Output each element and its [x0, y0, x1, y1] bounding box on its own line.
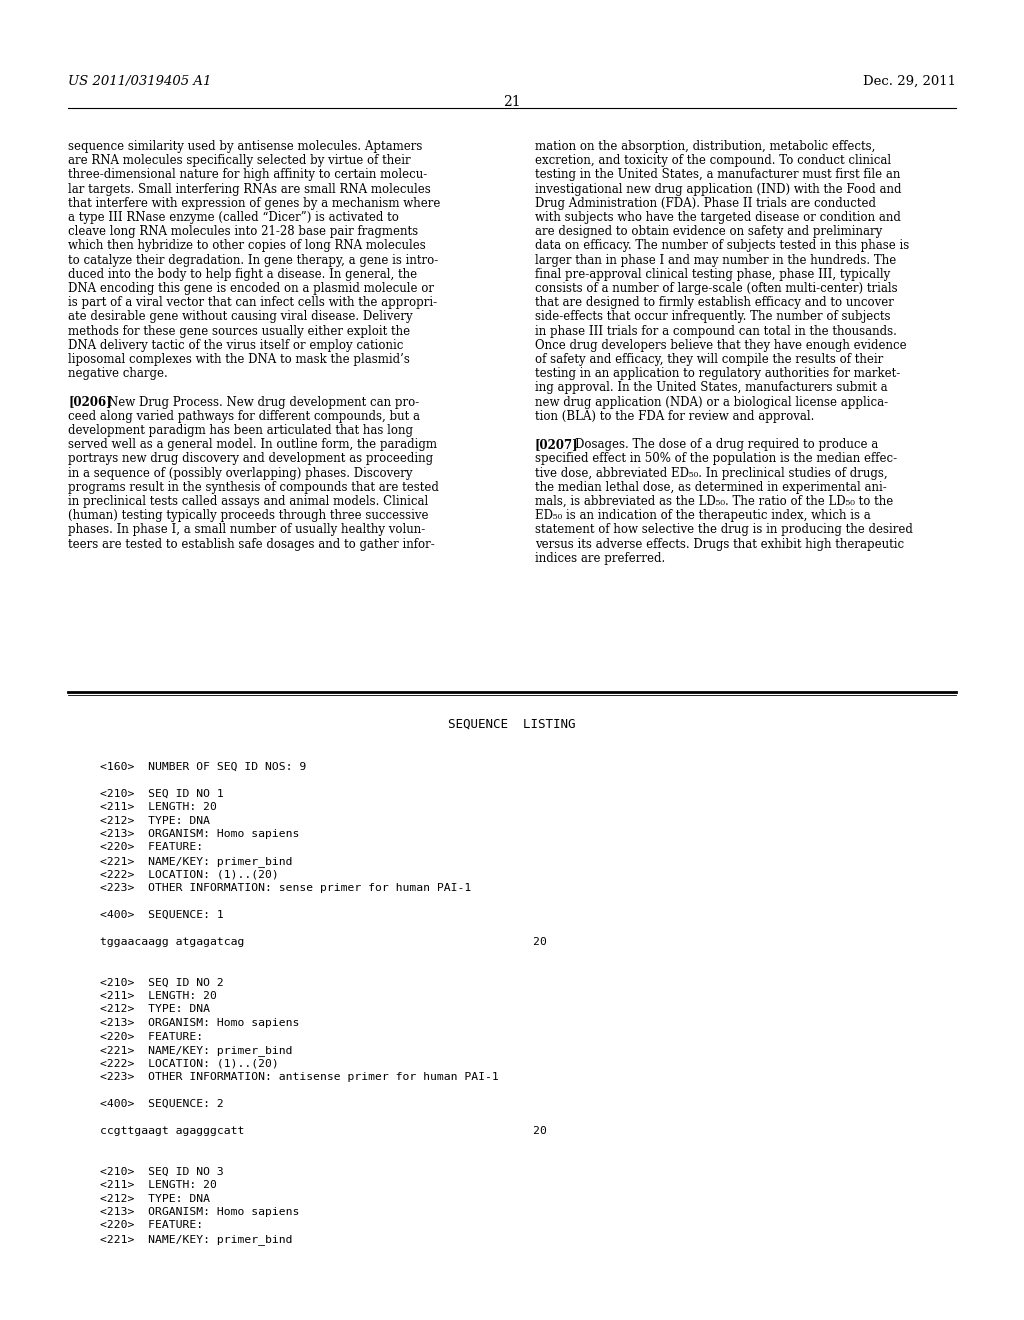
Text: <222>  LOCATION: (1)..(20): <222> LOCATION: (1)..(20): [100, 870, 279, 879]
Text: <220>  FEATURE:: <220> FEATURE:: [100, 1221, 203, 1230]
Text: consists of a number of large-scale (often multi-center) trials: consists of a number of large-scale (oft…: [535, 282, 898, 294]
Text: mals, is abbreviated as the LD₅₀. The ratio of the LD₅₀ to the: mals, is abbreviated as the LD₅₀. The ra…: [535, 495, 893, 508]
Text: <210>  SEQ ID NO 3: <210> SEQ ID NO 3: [100, 1167, 224, 1176]
Text: <213>  ORGANISM: Homo sapiens: <213> ORGANISM: Homo sapiens: [100, 829, 299, 840]
Text: <211>  LENGTH: 20: <211> LENGTH: 20: [100, 991, 217, 1001]
Text: Dec. 29, 2011: Dec. 29, 2011: [863, 75, 956, 88]
Text: that interfere with expression of genes by a mechanism where: that interfere with expression of genes …: [68, 197, 440, 210]
Text: <212>  TYPE: DNA: <212> TYPE: DNA: [100, 1005, 210, 1015]
Text: Dosages. The dose of a drug required to produce a: Dosages. The dose of a drug required to …: [560, 438, 879, 451]
Text: indices are preferred.: indices are preferred.: [535, 552, 666, 565]
Text: <222>  LOCATION: (1)..(20): <222> LOCATION: (1)..(20): [100, 1059, 279, 1068]
Text: <210>  SEQ ID NO 1: <210> SEQ ID NO 1: [100, 788, 224, 799]
Text: versus its adverse effects. Drugs that exhibit high therapeutic: versus its adverse effects. Drugs that e…: [535, 537, 904, 550]
Text: sequence similarity used by antisense molecules. Aptamers: sequence similarity used by antisense mo…: [68, 140, 422, 153]
Text: of safety and efficacy, they will compile the results of their: of safety and efficacy, they will compil…: [535, 352, 884, 366]
Text: programs result in the synthesis of compounds that are tested: programs result in the synthesis of comp…: [68, 480, 439, 494]
Text: phases. In phase I, a small number of usually healthy volun-: phases. In phase I, a small number of us…: [68, 524, 425, 536]
Text: DNA delivery tactic of the virus itself or employ cationic: DNA delivery tactic of the virus itself …: [68, 339, 403, 352]
Text: lar targets. Small interfering RNAs are small RNA molecules: lar targets. Small interfering RNAs are …: [68, 182, 431, 195]
Text: <220>  FEATURE:: <220> FEATURE:: [100, 1031, 203, 1041]
Text: larger than in phase I and may number in the hundreds. The: larger than in phase I and may number in…: [535, 253, 896, 267]
Text: development paradigm has been articulated that has long: development paradigm has been articulate…: [68, 424, 413, 437]
Text: final pre-approval clinical testing phase, phase III, typically: final pre-approval clinical testing phas…: [535, 268, 890, 281]
Text: US 2011/0319405 A1: US 2011/0319405 A1: [68, 75, 211, 88]
Text: is part of a viral vector that can infect cells with the appropri-: is part of a viral vector that can infec…: [68, 296, 437, 309]
Text: <211>  LENGTH: 20: <211> LENGTH: 20: [100, 1180, 217, 1191]
Text: to catalyze their degradation. In gene therapy, a gene is intro-: to catalyze their degradation. In gene t…: [68, 253, 438, 267]
Text: testing in the United States, a manufacturer must first file an: testing in the United States, a manufact…: [535, 169, 900, 181]
Text: <213>  ORGANISM: Homo sapiens: <213> ORGANISM: Homo sapiens: [100, 1206, 299, 1217]
Text: teers are tested to establish safe dosages and to gather infor-: teers are tested to establish safe dosag…: [68, 537, 435, 550]
Text: <400>  SEQUENCE: 1: <400> SEQUENCE: 1: [100, 909, 224, 920]
Text: <223>  OTHER INFORMATION: sense primer for human PAI-1: <223> OTHER INFORMATION: sense primer fo…: [100, 883, 471, 894]
Text: tive dose, abbreviated ED₅₀. In preclinical studies of drugs,: tive dose, abbreviated ED₅₀. In preclini…: [535, 466, 888, 479]
Text: <212>  TYPE: DNA: <212> TYPE: DNA: [100, 1193, 210, 1204]
Text: <221>  NAME/KEY: primer_bind: <221> NAME/KEY: primer_bind: [100, 855, 293, 867]
Text: investigational new drug application (IND) with the Food and: investigational new drug application (IN…: [535, 182, 901, 195]
Text: liposomal complexes with the DNA to mask the plasmid’s: liposomal complexes with the DNA to mask…: [68, 352, 410, 366]
Text: which then hybridize to other copies of long RNA molecules: which then hybridize to other copies of …: [68, 239, 426, 252]
Text: <400>  SEQUENCE: 2: <400> SEQUENCE: 2: [100, 1100, 224, 1109]
Text: <221>  NAME/KEY: primer_bind: <221> NAME/KEY: primer_bind: [100, 1234, 293, 1245]
Text: three-dimensional nature for high affinity to certain molecu-: three-dimensional nature for high affini…: [68, 169, 427, 181]
Text: ate desirable gene without causing viral disease. Delivery: ate desirable gene without causing viral…: [68, 310, 413, 323]
Text: in preclinical tests called assays and animal models. Clinical: in preclinical tests called assays and a…: [68, 495, 428, 508]
Text: new drug application (NDA) or a biological license applica-: new drug application (NDA) or a biologic…: [535, 396, 888, 409]
Text: are designed to obtain evidence on safety and preliminary: are designed to obtain evidence on safet…: [535, 226, 883, 238]
Text: ED₅₀ is an indication of the therapeutic index, which is a: ED₅₀ is an indication of the therapeutic…: [535, 510, 870, 523]
Text: are RNA molecules specifically selected by virtue of their: are RNA molecules specifically selected …: [68, 154, 411, 168]
Text: cleave long RNA molecules into 21-28 base pair fragments: cleave long RNA molecules into 21-28 bas…: [68, 226, 418, 238]
Text: data on efficacy. The number of subjects tested in this phase is: data on efficacy. The number of subjects…: [535, 239, 909, 252]
Text: tggaacaagg atgagatcag                                          20: tggaacaagg atgagatcag 20: [100, 937, 547, 946]
Text: in phase III trials for a compound can total in the thousands.: in phase III trials for a compound can t…: [535, 325, 897, 338]
Text: statement of how selective the drug is in producing the desired: statement of how selective the drug is i…: [535, 524, 912, 536]
Text: mation on the absorption, distribution, metabolic effects,: mation on the absorption, distribution, …: [535, 140, 876, 153]
Text: 21: 21: [503, 95, 521, 110]
Text: <213>  ORGANISM: Homo sapiens: <213> ORGANISM: Homo sapiens: [100, 1018, 299, 1028]
Text: <210>  SEQ ID NO 2: <210> SEQ ID NO 2: [100, 978, 224, 987]
Text: methods for these gene sources usually either exploit the: methods for these gene sources usually e…: [68, 325, 411, 338]
Text: <220>  FEATURE:: <220> FEATURE:: [100, 842, 203, 853]
Text: served well as a general model. In outline form, the paradigm: served well as a general model. In outli…: [68, 438, 437, 451]
Text: ccgttgaagt agagggcatt                                          20: ccgttgaagt agagggcatt 20: [100, 1126, 547, 1137]
Text: ceed along varied pathways for different compounds, but a: ceed along varied pathways for different…: [68, 409, 420, 422]
Text: in a sequence of (possibly overlapping) phases. Discovery: in a sequence of (possibly overlapping) …: [68, 466, 413, 479]
Text: the median lethal dose, as determined in experimental ani-: the median lethal dose, as determined in…: [535, 480, 887, 494]
Text: duced into the body to help fight a disease. In general, the: duced into the body to help fight a dise…: [68, 268, 417, 281]
Text: tion (BLA) to the FDA for review and approval.: tion (BLA) to the FDA for review and app…: [535, 409, 814, 422]
Text: [0206]: [0206]: [68, 396, 112, 409]
Text: <211>  LENGTH: 20: <211> LENGTH: 20: [100, 803, 217, 812]
Text: side-effects that occur infrequently. The number of subjects: side-effects that occur infrequently. Th…: [535, 310, 891, 323]
Text: Drug Administration (FDA). Phase II trials are conducted: Drug Administration (FDA). Phase II tria…: [535, 197, 876, 210]
Text: negative charge.: negative charge.: [68, 367, 168, 380]
Text: portrays new drug discovery and development as proceeding: portrays new drug discovery and developm…: [68, 453, 433, 466]
Text: that are designed to firmly establish efficacy and to uncover: that are designed to firmly establish ef…: [535, 296, 894, 309]
Text: ing approval. In the United States, manufacturers submit a: ing approval. In the United States, manu…: [535, 381, 888, 395]
Text: a type III RNase enzyme (called “Dicer”) is activated to: a type III RNase enzyme (called “Dicer”)…: [68, 211, 399, 224]
Text: excretion, and toxicity of the compound. To conduct clinical: excretion, and toxicity of the compound.…: [535, 154, 891, 168]
Text: <212>  TYPE: DNA: <212> TYPE: DNA: [100, 816, 210, 825]
Text: DNA encoding this gene is encoded on a plasmid molecule or: DNA encoding this gene is encoded on a p…: [68, 282, 434, 294]
Text: Once drug developers believe that they have enough evidence: Once drug developers believe that they h…: [535, 339, 906, 352]
Text: testing in an application to regulatory authorities for market-: testing in an application to regulatory …: [535, 367, 900, 380]
Text: (human) testing typically proceeds through three successive: (human) testing typically proceeds throu…: [68, 510, 428, 523]
Text: <160>  NUMBER OF SEQ ID NOS: 9: <160> NUMBER OF SEQ ID NOS: 9: [100, 762, 306, 771]
Text: <223>  OTHER INFORMATION: antisense primer for human PAI-1: <223> OTHER INFORMATION: antisense prime…: [100, 1072, 499, 1082]
Text: [0207]: [0207]: [535, 438, 579, 451]
Text: New Drug Process. New drug development can pro-: New Drug Process. New drug development c…: [93, 396, 420, 409]
Text: with subjects who have the targeted disease or condition and: with subjects who have the targeted dise…: [535, 211, 901, 224]
Text: specified effect in 50% of the population is the median effec-: specified effect in 50% of the populatio…: [535, 453, 897, 466]
Text: SEQUENCE  LISTING: SEQUENCE LISTING: [449, 718, 575, 731]
Text: <221>  NAME/KEY: primer_bind: <221> NAME/KEY: primer_bind: [100, 1045, 293, 1056]
